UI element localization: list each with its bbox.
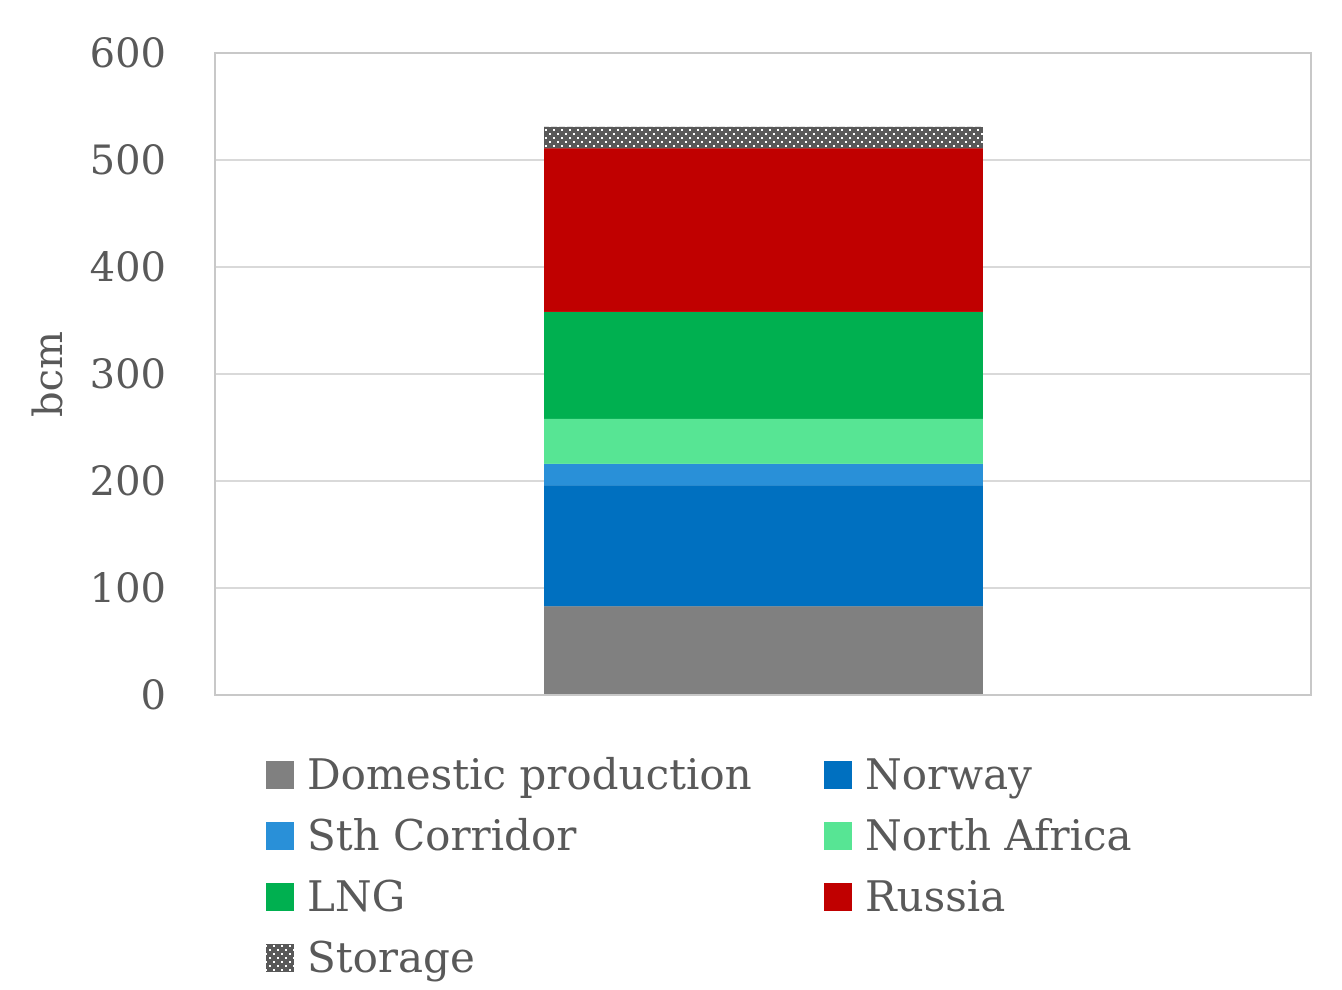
legend-label-storage: Storage: [307, 933, 475, 982]
legend-label-lng: LNG: [307, 872, 405, 921]
y-axis-ticks: 0 100 200 300 400 500 600: [90, 31, 166, 719]
legend-label-domestic-production: Domestic production: [307, 750, 752, 799]
bar-segment-storage: [544, 126, 983, 149]
legend-swatch-russia: [824, 883, 852, 911]
y-tick-label: 100: [90, 566, 166, 612]
legend-swatch-norway: [824, 761, 852, 789]
y-axis-title: bcm: [26, 331, 72, 417]
bar-segment-norway: [544, 485, 983, 607]
legend: Domestic production Norway Sth Corridor Nor…: [266, 750, 1132, 982]
legend-swatch-sth-corridor: [266, 822, 294, 850]
y-tick-label: 0: [141, 673, 166, 719]
legend-swatch-storage: [266, 944, 294, 972]
legend-label-russia: Russia: [865, 872, 1005, 921]
legend-label-sth-corridor: Sth Corridor: [307, 811, 577, 860]
bar-segment-north-africa: [544, 418, 983, 464]
bar-segment-domestic-production: [544, 606, 983, 695]
bar-segment-sth-corridor: [544, 463, 983, 486]
plot-area-border: [214, 52, 1312, 696]
legend-swatch-domestic-production: [266, 761, 294, 789]
legend-swatch-lng: [266, 883, 294, 911]
y-tick-label: 200: [90, 459, 166, 505]
legend-label-norway: Norway: [865, 750, 1032, 799]
y-tick-label: 500: [90, 138, 166, 184]
legend-label-north-africa: North Africa: [865, 811, 1132, 860]
stacked-bar: [544, 126, 983, 695]
legend-swatch-north-africa: [824, 822, 852, 850]
y-tick-label: 300: [90, 352, 166, 398]
y-tick-label: 600: [90, 31, 166, 77]
bar-segment-russia: [544, 148, 983, 312]
bar-segment-lng: [544, 311, 983, 419]
y-tick-label: 400: [90, 245, 166, 291]
